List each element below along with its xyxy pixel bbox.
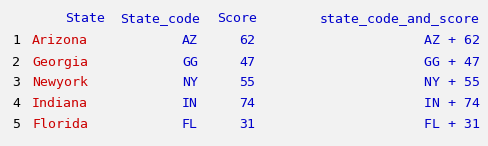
Text: 5: 5: [12, 118, 20, 131]
Text: 47: 47: [239, 56, 254, 69]
Text: 1: 1: [12, 34, 20, 47]
Text: Score: Score: [217, 12, 257, 25]
Text: 3: 3: [12, 76, 20, 89]
Text: 62: 62: [239, 34, 254, 47]
Text: GG + 47: GG + 47: [423, 56, 479, 69]
Text: NY: NY: [182, 76, 198, 89]
Text: 2: 2: [12, 56, 20, 69]
Text: IN + 74: IN + 74: [423, 97, 479, 110]
Text: Arizona: Arizona: [32, 34, 88, 47]
Text: GG: GG: [182, 56, 198, 69]
Text: IN: IN: [182, 97, 198, 110]
Text: 74: 74: [239, 97, 254, 110]
Text: Florida: Florida: [32, 118, 88, 131]
Text: 55: 55: [239, 76, 254, 89]
Text: 31: 31: [239, 118, 254, 131]
Text: State: State: [65, 12, 105, 25]
Text: state_code_and_score: state_code_and_score: [319, 12, 479, 25]
Text: FL: FL: [182, 118, 198, 131]
Text: State_code: State_code: [120, 12, 200, 25]
Text: AZ + 62: AZ + 62: [423, 34, 479, 47]
Text: AZ: AZ: [182, 34, 198, 47]
Text: 4: 4: [12, 97, 20, 110]
Text: Indiana: Indiana: [32, 97, 88, 110]
Text: Georgia: Georgia: [32, 56, 88, 69]
Text: NY + 55: NY + 55: [423, 76, 479, 89]
Text: Newyork: Newyork: [32, 76, 88, 89]
Text: FL + 31: FL + 31: [423, 118, 479, 131]
